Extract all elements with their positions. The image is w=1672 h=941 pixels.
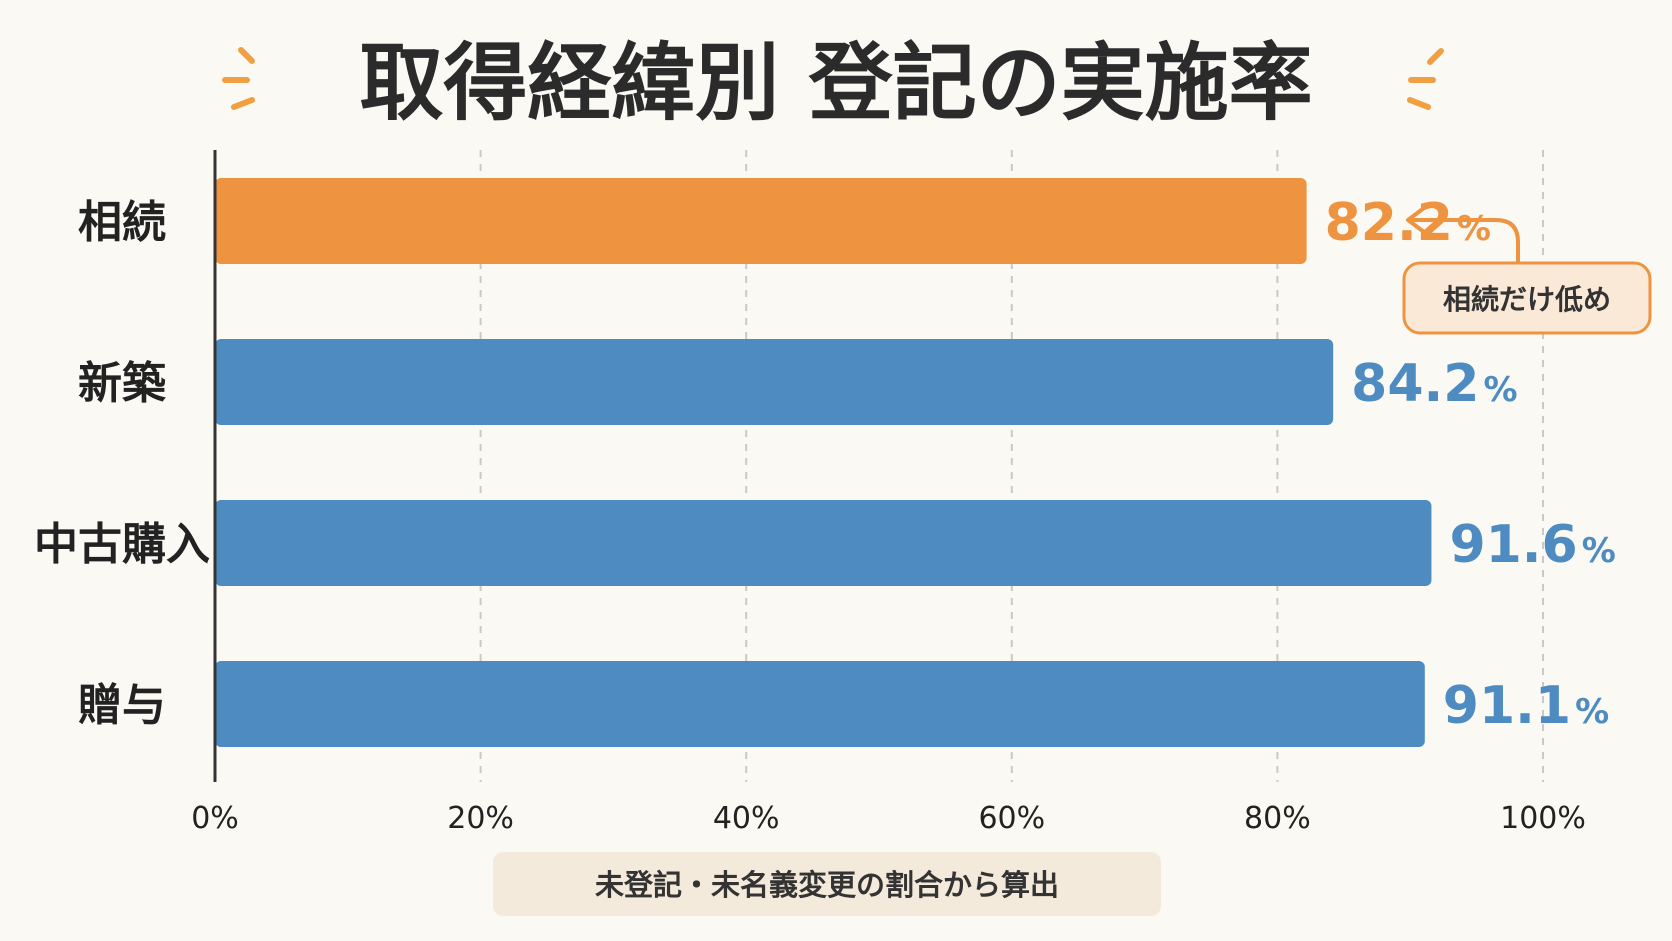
annotation-box	[1402, 261, 1652, 335]
bar-2	[215, 339, 1334, 425]
bar-4	[215, 661, 1425, 747]
footnote-text: 未登記・未名義変更の割合から算出	[595, 868, 1059, 902]
value-label: 84.2%	[1351, 354, 1517, 414]
x-tick-label: 40%	[713, 801, 780, 836]
category-label: 贈与	[78, 680, 166, 731]
bar-1	[215, 178, 1307, 264]
bars	[215, 178, 1432, 747]
x-tick-label: 100%	[1500, 801, 1586, 836]
category-label: 新築	[78, 358, 167, 409]
x-tick-label: 0%	[191, 801, 239, 836]
x-tick-label: 60%	[978, 801, 1045, 836]
category-label: 相続	[78, 197, 166, 248]
x-tick-label: 20%	[447, 801, 514, 836]
annotation-text: 相続だけ低め	[1443, 283, 1611, 316]
title-sparkle-right-icon	[1407, 48, 1444, 110]
value-label: 82.2%	[1325, 193, 1491, 253]
bar-3	[215, 500, 1432, 586]
value-labels: 82.2 % 84.2 % 91.6 % 91.1%	[1325, 193, 1616, 736]
category-label: 中古購入	[34, 519, 210, 570]
chart-title: 取得経緯別 登記の実施率	[359, 34, 1312, 132]
arrow-head-icon	[1406, 206, 1426, 234]
x-tick-labels: 0% 20% 40% 60% 80% 100%	[191, 801, 1586, 836]
x-tick-label: 80%	[1244, 801, 1311, 836]
footnote-badge: 未登記・未名義変更の割合から算出	[493, 852, 1161, 916]
annotation-arrow-icon	[1408, 218, 1520, 264]
title-sparkle-left-icon	[222, 47, 255, 110]
annotation-callout: 相続だけ低め	[1402, 206, 1652, 335]
value-label: 91.1%	[1443, 676, 1609, 736]
value-label: 91.6%	[1449, 515, 1615, 575]
